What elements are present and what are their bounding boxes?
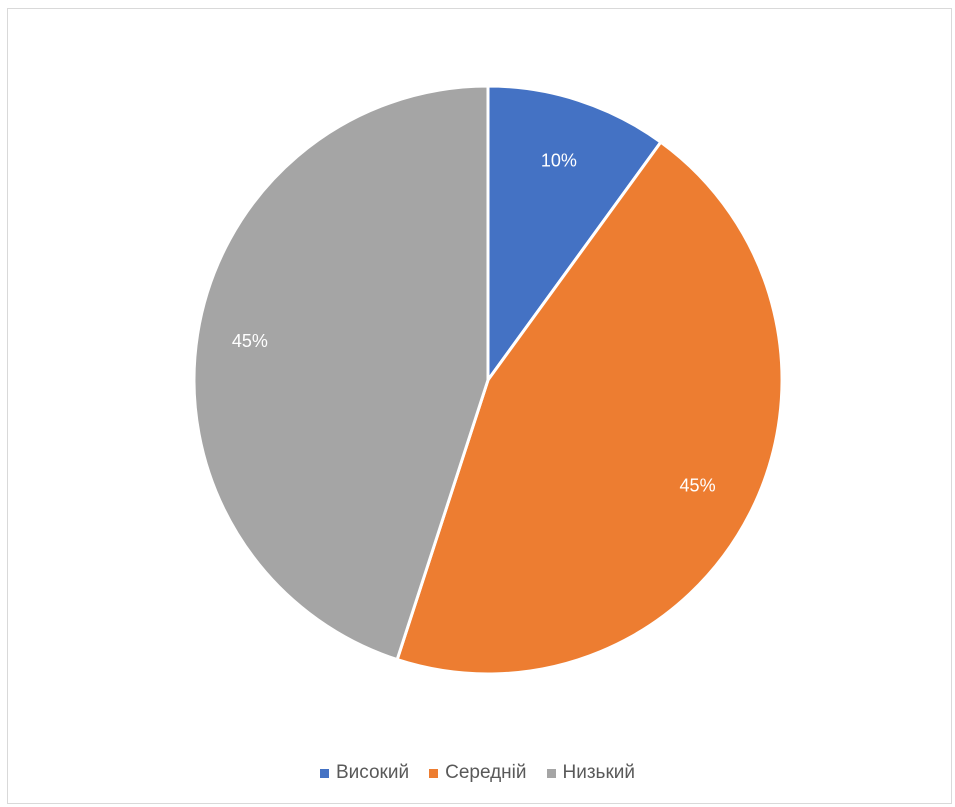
pie-slices [192, 84, 784, 676]
legend-swatch-medium [429, 768, 439, 778]
legend-swatch-low [546, 768, 556, 778]
data-label-high: 10% [541, 151, 577, 171]
data-label-medium: 45% [680, 476, 716, 496]
legend-label-high: Високий [335, 762, 410, 783]
pie-slice-low [192, 84, 490, 662]
data-label-low: 45% [232, 331, 268, 351]
legend-item-high: Високий [319, 762, 410, 784]
legend-swatch-high [319, 768, 329, 778]
legend-item-medium: Середній [429, 762, 527, 784]
pie-slice-high [486, 84, 663, 382]
legend-label-medium: Середній [445, 762, 527, 783]
chart-legend: Високий Середній Низький [0, 762, 955, 784]
pie-data-labels: 10% 45% 45% [232, 151, 716, 496]
pie-slice-medium [395, 140, 784, 676]
legend-item-low: Низький [546, 762, 635, 784]
legend-label-low: Низький [562, 762, 635, 783]
